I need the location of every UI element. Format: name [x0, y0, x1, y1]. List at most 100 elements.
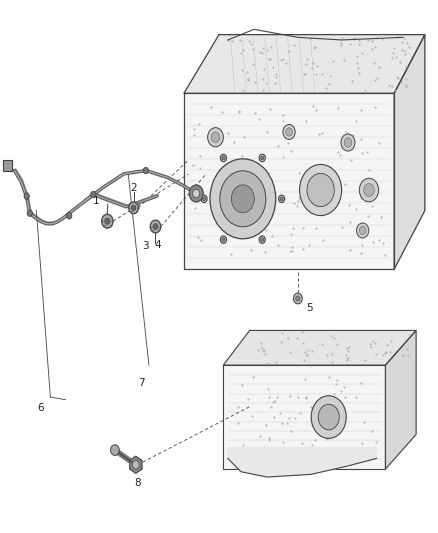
Point — [403, 83, 410, 91]
Point — [235, 108, 242, 116]
Point — [240, 440, 247, 449]
Point — [247, 246, 254, 255]
Point — [279, 110, 286, 119]
Point — [341, 383, 348, 391]
Point — [328, 331, 335, 340]
Circle shape — [259, 154, 265, 161]
Point — [191, 204, 198, 213]
Point — [337, 38, 344, 47]
Point — [220, 189, 227, 198]
Point — [207, 191, 214, 200]
Point — [303, 202, 310, 211]
Point — [269, 398, 276, 406]
Point — [299, 245, 306, 253]
Point — [270, 63, 277, 72]
Point — [368, 427, 375, 435]
Text: 2: 2 — [130, 183, 137, 193]
Point — [380, 238, 387, 247]
Point — [258, 49, 265, 57]
Circle shape — [153, 224, 158, 229]
Point — [290, 41, 297, 50]
Point — [340, 415, 347, 424]
Point — [272, 188, 279, 197]
Point — [245, 76, 252, 85]
Point — [362, 197, 369, 205]
Point — [289, 243, 296, 251]
Circle shape — [220, 154, 226, 161]
Point — [340, 409, 347, 417]
Point — [334, 104, 341, 112]
Point — [312, 224, 319, 232]
Point — [287, 348, 294, 356]
Point — [215, 133, 223, 141]
Point — [213, 218, 220, 227]
Point — [376, 139, 383, 147]
Circle shape — [359, 178, 378, 201]
Point — [301, 70, 308, 79]
Point — [299, 439, 306, 448]
Point — [247, 187, 254, 196]
Point — [303, 394, 310, 402]
Point — [346, 343, 353, 352]
Point — [256, 48, 263, 56]
Point — [311, 43, 318, 52]
Point — [340, 55, 347, 64]
Point — [219, 108, 226, 116]
Point — [218, 234, 225, 243]
Circle shape — [220, 236, 226, 244]
Point — [194, 233, 201, 241]
Point — [303, 55, 310, 63]
Point — [313, 106, 320, 115]
Circle shape — [283, 125, 295, 140]
Point — [350, 35, 357, 44]
Point — [378, 35, 385, 44]
Circle shape — [300, 164, 342, 216]
Point — [353, 117, 360, 126]
Point — [326, 71, 333, 80]
Point — [332, 380, 339, 389]
Point — [318, 393, 325, 402]
Point — [285, 139, 292, 147]
Circle shape — [211, 132, 220, 142]
Point — [272, 79, 279, 87]
Point — [260, 346, 267, 355]
Circle shape — [286, 128, 293, 136]
Point — [250, 45, 257, 53]
Circle shape — [293, 293, 302, 304]
Point — [274, 241, 281, 250]
Point — [386, 81, 393, 90]
Point — [266, 55, 273, 63]
Circle shape — [364, 183, 374, 197]
Point — [403, 80, 410, 89]
Point — [257, 432, 264, 440]
Point — [273, 393, 280, 401]
Point — [237, 49, 244, 57]
Point — [279, 153, 286, 161]
Point — [364, 211, 371, 220]
Point — [392, 86, 399, 94]
Point — [319, 394, 326, 403]
Point — [355, 40, 362, 49]
Circle shape — [131, 205, 136, 211]
Point — [260, 75, 267, 83]
Point — [354, 59, 361, 67]
Point — [231, 214, 238, 223]
Point — [295, 197, 302, 205]
Point — [313, 413, 320, 421]
Point — [401, 34, 408, 42]
Point — [286, 445, 293, 454]
Point — [372, 438, 379, 446]
Point — [244, 68, 251, 76]
Circle shape — [150, 220, 161, 233]
Point — [337, 150, 344, 159]
Point — [277, 408, 284, 417]
Point — [311, 44, 318, 52]
Point — [296, 409, 303, 417]
Point — [296, 194, 303, 203]
Point — [344, 347, 351, 356]
Point — [308, 421, 315, 430]
Point — [339, 222, 346, 231]
Point — [376, 236, 383, 245]
Point — [364, 448, 371, 456]
Point — [371, 59, 378, 67]
